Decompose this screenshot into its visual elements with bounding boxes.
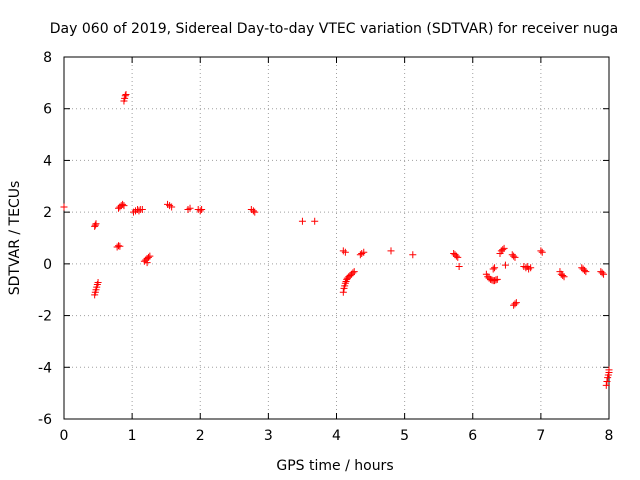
- data-point: [120, 202, 128, 210]
- data-point: [196, 207, 204, 215]
- data-point: [559, 271, 567, 279]
- y-tick-label: -2: [38, 309, 52, 325]
- chart-title: Day 060 of 2019, Sidereal Day-to-day VTE…: [50, 21, 618, 37]
- x-tick-label: 7: [536, 428, 545, 444]
- data-point: [603, 378, 611, 386]
- data-point: [360, 248, 368, 256]
- data-point: [115, 242, 122, 250]
- y-tick-label: 2: [43, 205, 52, 221]
- x-tick-label: 4: [332, 428, 341, 444]
- x-tick-label: 2: [196, 428, 205, 444]
- data-point: [605, 366, 613, 374]
- data-point: [501, 261, 509, 269]
- data-point: [251, 208, 259, 216]
- grid-lines: [64, 57, 609, 419]
- data-point: [341, 279, 349, 287]
- x-tick-label: 0: [60, 428, 69, 444]
- y-tick-label: -4: [38, 360, 52, 376]
- data-point: [60, 203, 68, 211]
- data-point: [602, 381, 610, 389]
- data-point: [582, 268, 590, 276]
- data-point: [144, 253, 152, 261]
- data-point: [341, 248, 349, 256]
- data-point: [598, 269, 606, 277]
- data-point: [138, 206, 146, 214]
- data-point: [527, 264, 535, 272]
- data-point: [538, 248, 546, 256]
- data-point: [135, 207, 143, 215]
- data-points: [60, 90, 613, 389]
- data-point: [580, 266, 588, 274]
- data-point: [600, 270, 608, 278]
- y-tick-label: 0: [43, 257, 52, 273]
- data-point: [454, 253, 462, 261]
- data-point: [500, 244, 508, 252]
- tick-labels: 0 1 2 3 4 5 6 7 8 -6 -4 -2 0 2 4 6 8: [38, 50, 613, 444]
- data-point: [311, 217, 319, 225]
- data-point: [511, 300, 519, 308]
- data-point: [339, 288, 347, 296]
- data-point: [387, 247, 395, 255]
- x-tick-label: 6: [468, 428, 477, 444]
- y-axis-label: SDTVAR / TECUs: [7, 181, 23, 296]
- data-point: [94, 278, 102, 286]
- axis-ticks: [63, 56, 610, 420]
- data-point: [489, 265, 497, 273]
- data-point: [493, 275, 501, 283]
- x-axis-label: GPS time / hours: [276, 458, 393, 474]
- data-point: [198, 206, 206, 214]
- data-point: [168, 203, 176, 211]
- data-point: [537, 247, 545, 255]
- data-point: [499, 246, 507, 254]
- data-point: [122, 90, 130, 98]
- data-point: [510, 252, 518, 260]
- data-point: [349, 269, 357, 277]
- data-point: [491, 264, 499, 272]
- data-point: [143, 259, 151, 267]
- data-point: [455, 262, 463, 270]
- data-point: [409, 251, 417, 259]
- y-tick-label: 6: [43, 102, 52, 118]
- x-tick-label: 8: [605, 428, 614, 444]
- data-point: [298, 217, 306, 225]
- data-point: [560, 273, 568, 281]
- data-point: [92, 220, 100, 228]
- data-point: [492, 276, 500, 284]
- x-tick-label: 1: [128, 428, 137, 444]
- data-point: [452, 252, 460, 260]
- data-point: [116, 242, 124, 250]
- data-point: [186, 204, 194, 212]
- data-point: [146, 252, 154, 260]
- y-tick-label: 8: [43, 50, 52, 66]
- y-tick-label: -6: [38, 412, 52, 428]
- data-point: [119, 200, 127, 208]
- data-point: [249, 207, 257, 215]
- data-point: [512, 299, 520, 307]
- x-tick-label: 3: [264, 428, 273, 444]
- x-tick-label: 5: [400, 428, 409, 444]
- data-point: [511, 253, 519, 261]
- data-point: [121, 92, 129, 100]
- data-point: [91, 221, 99, 229]
- data-point: [350, 268, 358, 276]
- y-tick-label: 4: [43, 153, 52, 169]
